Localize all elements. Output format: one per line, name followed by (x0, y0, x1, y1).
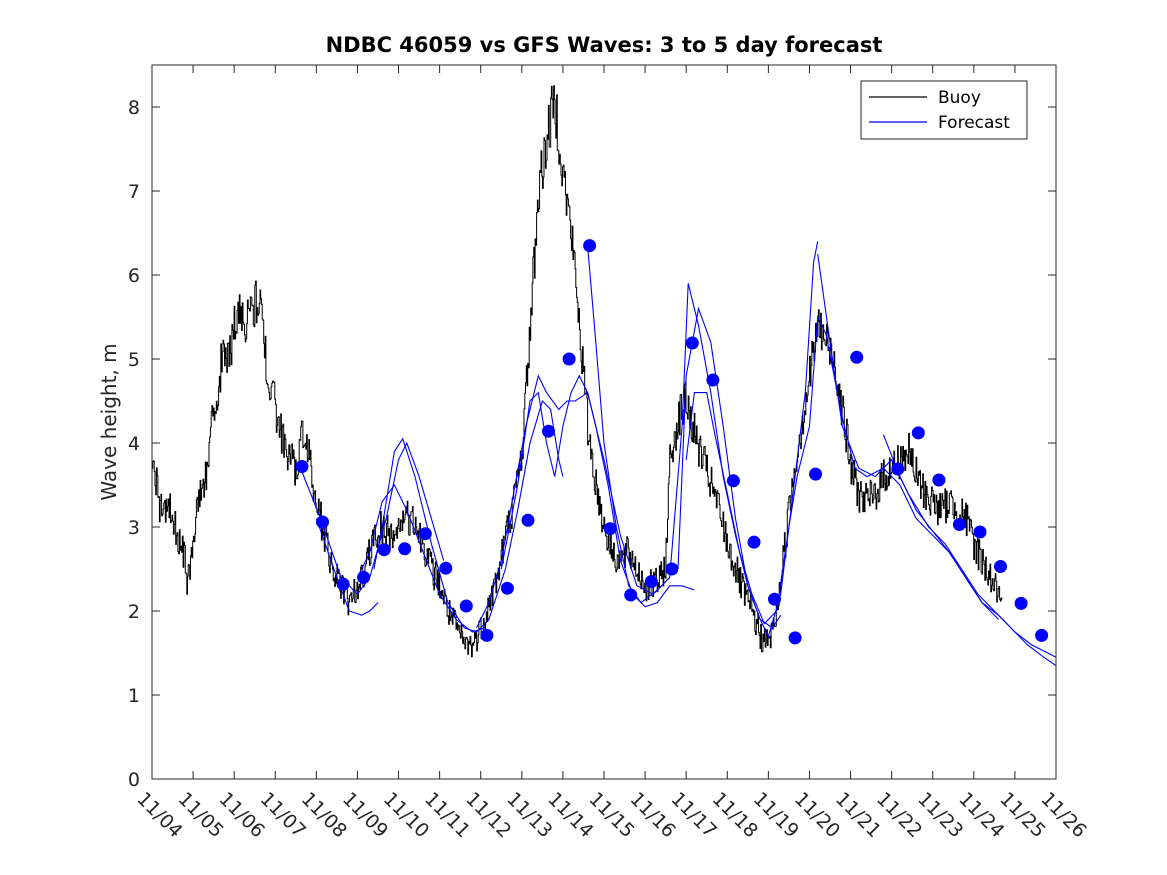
buoy-line (152, 85, 1003, 658)
y-tick-label: 3 (128, 517, 140, 539)
y-tick-label: 7 (128, 181, 140, 203)
forecast-marker-30 (932, 473, 946, 487)
forecast-line-3 (357, 483, 485, 633)
y-tick-label: 8 (128, 97, 140, 119)
forecast-marker-13 (542, 424, 555, 438)
forecast-marker-31 (952, 518, 966, 531)
forecast-marker-4 (357, 570, 371, 584)
forecast-marker-21 (706, 373, 720, 387)
data-layer (152, 85, 1057, 667)
chart-title: NDBC 46059 vs GFS Waves: 3 to 5 day fore… (326, 33, 883, 57)
forecast-marker-9 (459, 599, 473, 613)
forecast-marker-27 (850, 350, 864, 364)
forecast-marker-20 (685, 336, 699, 350)
forecast-marker-22 (726, 474, 740, 488)
forecast-line-9 (685, 314, 999, 625)
y-tick-label: 4 (128, 433, 140, 455)
legend-label-forecast: Forecast (938, 113, 1010, 133)
y-tick-label: 2 (128, 601, 140, 623)
forecast-marker-10 (480, 628, 494, 642)
forecast-marker-12 (521, 513, 535, 527)
forecast-line-11 (882, 434, 1057, 658)
forecast-marker-32 (973, 525, 987, 539)
forecast-marker-3 (336, 577, 350, 591)
forecast-marker-16 (603, 522, 617, 536)
forecast-marker-1 (295, 460, 309, 473)
forecast-marker-33 (994, 560, 1007, 573)
forecast-marker-24 (768, 592, 781, 606)
forecast-marker-35 (1035, 628, 1049, 642)
forecast-marker-19 (665, 562, 679, 576)
y-tick-label: 6 (128, 265, 140, 287)
forecast-marker-25 (788, 631, 802, 645)
forecast-marker-7 (418, 527, 432, 541)
forecast-line-1 (299, 441, 445, 596)
y-tick-label: 0 (128, 769, 140, 791)
forecast-line-5 (476, 374, 671, 629)
forecast-line-8 (677, 241, 819, 638)
forecast-marker-5 (377, 543, 391, 557)
forecast-marker-26 (809, 467, 823, 481)
forecast-line-2 (315, 518, 379, 616)
legend-label-buoy: Buoy (938, 88, 981, 108)
forecast-marker-8 (439, 561, 453, 575)
legend-box (860, 80, 1028, 140)
forecast-marker-28 (891, 462, 905, 476)
forecast-marker-17 (624, 588, 638, 602)
plot-background (152, 65, 1056, 779)
forecast-marker-34 (1014, 596, 1028, 610)
forecast-marker-18 (644, 575, 658, 589)
y-axis-label: Wave height, m (97, 343, 121, 500)
y-tick-label: 1 (128, 685, 140, 707)
forecast-line-4 (373, 399, 564, 633)
legend: Buoy Forecast (860, 80, 1028, 140)
forecast-marker-15 (583, 239, 597, 253)
forecast-marker-11 (500, 581, 514, 595)
forecast-marker-2 (316, 515, 329, 529)
forecast-marker-6 (398, 542, 412, 556)
plot-area (152, 65, 1056, 779)
forecast-line-6 (500, 374, 695, 608)
forecast-marker-23 (747, 535, 761, 549)
forecast-line-10 (817, 253, 1057, 667)
y-tick-label: 5 (128, 349, 140, 371)
forecast-marker-29 (911, 426, 925, 440)
forecast-marker-14 (562, 352, 576, 366)
